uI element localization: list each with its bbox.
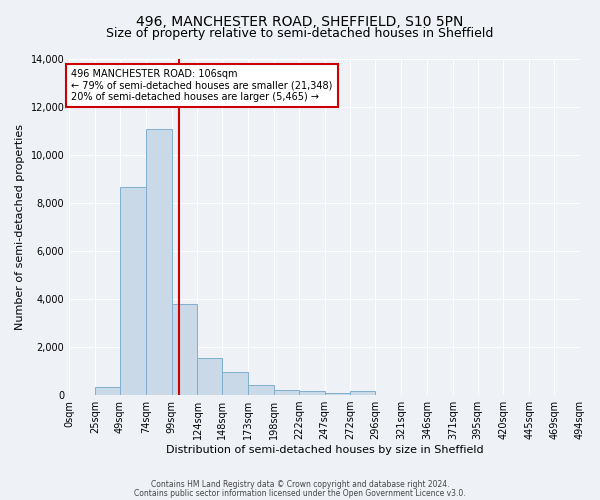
Bar: [120, 188, 146, 395]
Bar: [299, 392, 325, 395]
Bar: [197, 358, 222, 395]
X-axis label: Distribution of semi-detached houses by size in Sheffield: Distribution of semi-detached houses by …: [166, 445, 484, 455]
Text: 496, MANCHESTER ROAD, SHEFFIELD, S10 5PN: 496, MANCHESTER ROAD, SHEFFIELD, S10 5PN: [136, 15, 464, 29]
Bar: [248, 386, 274, 395]
Bar: [325, 392, 350, 395]
Text: Contains public sector information licensed under the Open Government Licence v3: Contains public sector information licen…: [134, 488, 466, 498]
Bar: [274, 390, 299, 395]
Text: Contains HM Land Registry data © Crown copyright and database right 2024.: Contains HM Land Registry data © Crown c…: [151, 480, 449, 489]
Bar: [146, 128, 172, 395]
Y-axis label: Number of semi-detached properties: Number of semi-detached properties: [15, 124, 25, 330]
Bar: [95, 386, 120, 395]
Bar: [350, 392, 376, 395]
Bar: [222, 372, 248, 395]
Text: Size of property relative to semi-detached houses in Sheffield: Size of property relative to semi-detach…: [106, 28, 494, 40]
Text: 496 MANCHESTER ROAD: 106sqm
← 79% of semi-detached houses are smaller (21,348)
2: 496 MANCHESTER ROAD: 106sqm ← 79% of sem…: [71, 68, 333, 102]
Bar: [172, 304, 197, 395]
